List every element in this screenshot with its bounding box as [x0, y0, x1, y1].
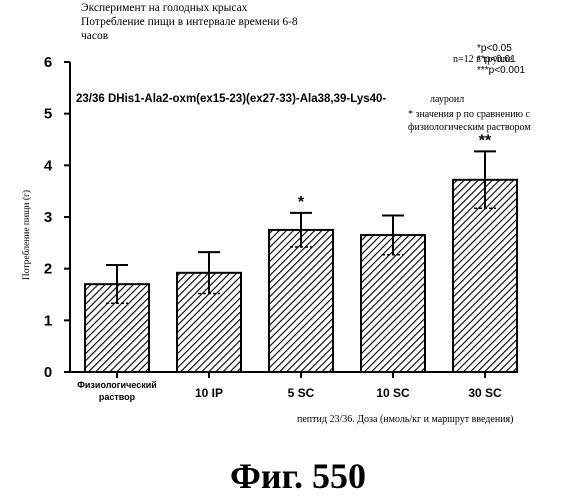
category-label-4: 30 SC: [468, 386, 502, 400]
category-label-3: 10 SC: [376, 386, 410, 400]
y-tick-label-1: 1: [44, 312, 52, 329]
category-label-0-line-0: Физиологический: [77, 380, 157, 390]
chart-bars: ***: [85, 132, 517, 372]
y-tick-label-0: 0: [44, 364, 52, 381]
bar-2: [269, 230, 333, 372]
y-tick-label-5: 5: [44, 106, 52, 123]
significance-mark-4: **: [479, 132, 492, 149]
category-label-1: 10 IP: [195, 386, 223, 400]
y-tick-label-3: 3: [44, 209, 52, 226]
category-label-0-line-1: раствор: [99, 392, 136, 402]
y-tick-label-2: 2: [44, 261, 52, 278]
significance-mark-2: *: [298, 194, 305, 211]
bar-3: [361, 235, 425, 372]
y-tick-label-6: 6: [44, 54, 52, 71]
y-tick-label-4: 4: [44, 157, 53, 174]
category-label-2: 5 SC: [288, 386, 315, 400]
